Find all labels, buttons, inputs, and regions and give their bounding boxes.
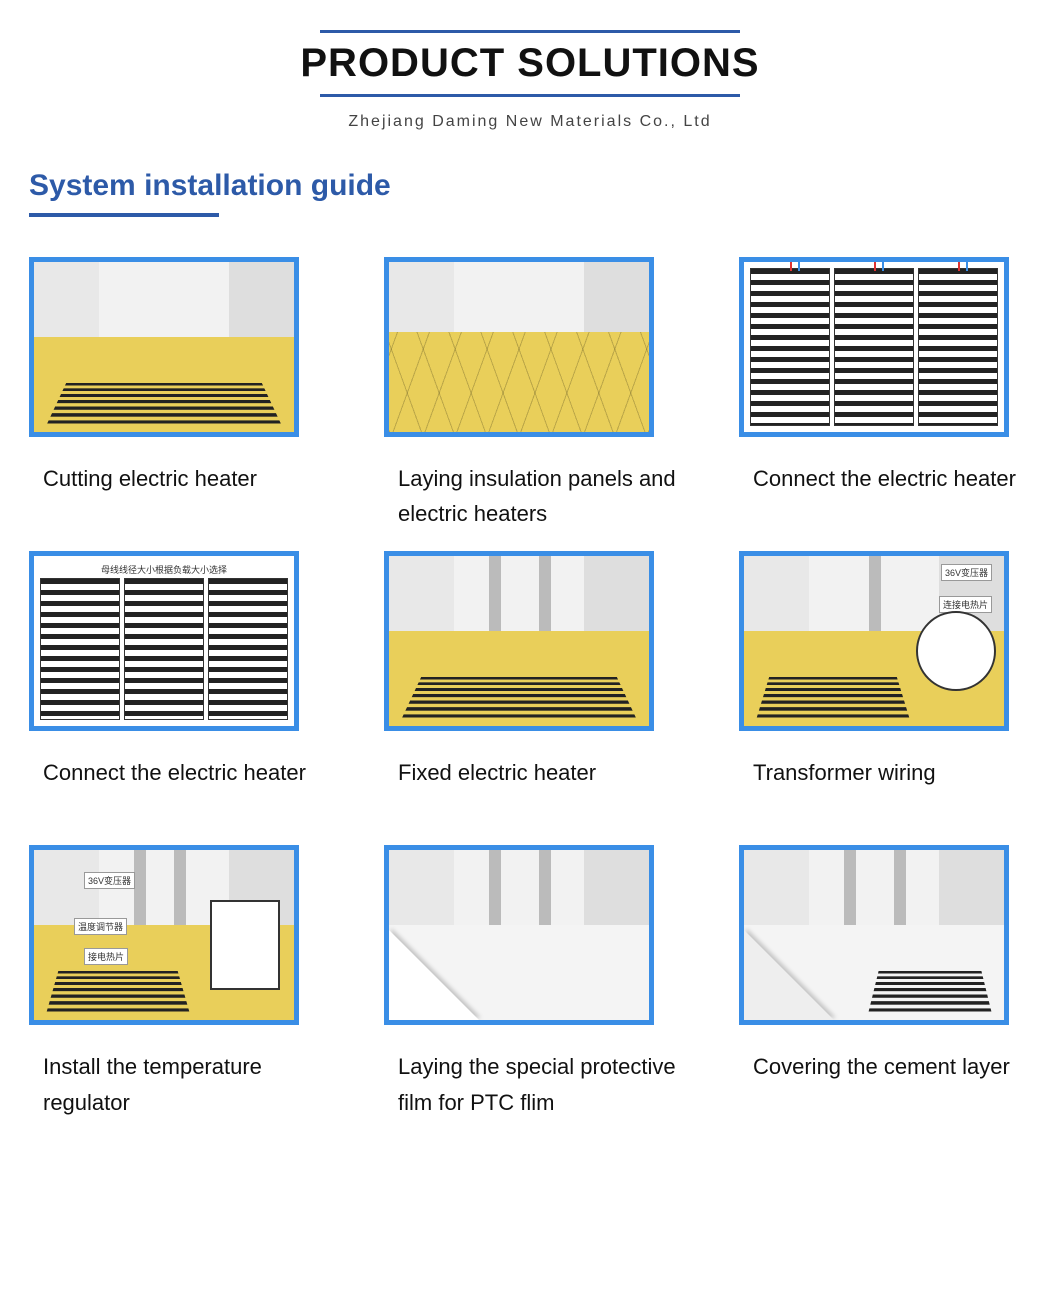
step-7-label-3: 接电热片 [84, 948, 128, 965]
cement-peel-icon [744, 930, 834, 1020]
step-4-caption: Connect the electric heater [29, 755, 329, 825]
step-7-label-1: 36V变压器 [84, 872, 135, 889]
step-6-diagram: 36V变压器 连接电热片 [739, 551, 1009, 731]
step-2-caption: Laying insulation panels and electric he… [384, 461, 684, 531]
step-2: Laying insulation panels and electric he… [384, 257, 684, 531]
step-9-diagram [739, 845, 1009, 1025]
step-6-label-1: 36V变压器 [941, 564, 992, 581]
step-8-diagram [384, 845, 654, 1025]
step-7-caption: Install the temperature regulator [29, 1049, 329, 1119]
step-8: Laying the special protective film for P… [384, 845, 684, 1119]
step-2-diagram [384, 257, 654, 437]
film-peel-icon [389, 930, 479, 1020]
step-1: Cutting electric heater [29, 257, 329, 531]
header-title: PRODUCT SOLUTIONS [25, 33, 1035, 94]
step-7-callout-icon [210, 900, 280, 990]
step-6-callout-icon [916, 611, 996, 691]
header-subtitle: Zhejiang Daming New Materials Co., Ltd [25, 97, 1035, 131]
step-7-diagram: 36V变压器 温度调节器 接电热片 [29, 845, 299, 1025]
step-3-diagram [739, 257, 1009, 437]
step-3-caption: Connect the electric heater [739, 461, 1039, 531]
step-7-label-2: 温度调节器 [74, 918, 127, 935]
step-4-diagram: 母线线径大小根据负载大小选择 [29, 551, 299, 731]
step-9: Covering the cement layer [739, 845, 1039, 1119]
step-4-annotation: 母线线径大小根据负载大小选择 [98, 562, 230, 577]
step-7: 36V变压器 温度调节器 接电热片 Install the temperatur… [29, 845, 329, 1119]
step-1-diagram [29, 257, 299, 437]
steps-grid: Cutting electric heater Laying insulatio… [29, 257, 1035, 1120]
step-9-caption: Covering the cement layer [739, 1049, 1039, 1119]
step-8-caption: Laying the special protective film for P… [384, 1049, 684, 1119]
step-5-caption: Fixed electric heater [384, 755, 684, 825]
step-3: Connect the electric heater [739, 257, 1039, 531]
page-header: PRODUCT SOLUTIONS Zhejiang Daming New Ma… [25, 30, 1035, 131]
step-6-label-2: 连接电热片 [939, 596, 992, 613]
step-6-caption: Transformer wiring [739, 755, 1039, 825]
step-1-caption: Cutting electric heater [29, 461, 329, 531]
step-5: Fixed electric heater [384, 551, 684, 825]
section-title: System installation guide [29, 169, 1035, 203]
step-6: 36V变压器 连接电热片 Transformer wiring [739, 551, 1039, 825]
step-4: 母线线径大小根据负载大小选择 Connect the electric heat… [29, 551, 329, 825]
section-underline [29, 213, 219, 217]
step-5-diagram [384, 551, 654, 731]
